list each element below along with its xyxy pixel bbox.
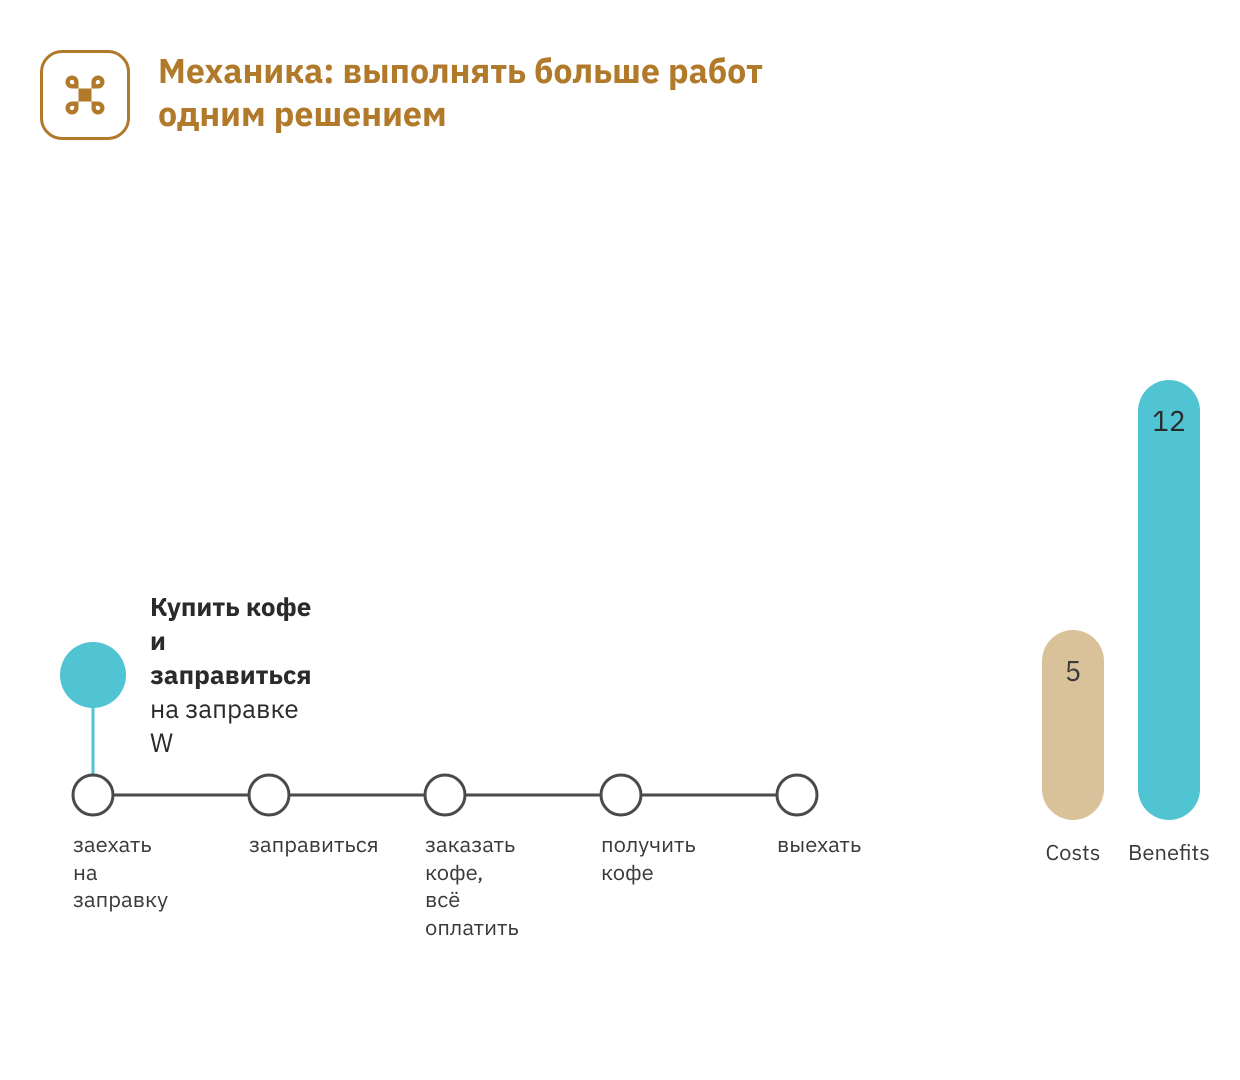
slide-title-line1: Механика: выполнять больше работ (158, 49, 763, 93)
step-label: заправиться (249, 831, 379, 859)
cost-benefit-bars: 5 Costs 12 Benefits (1042, 380, 1210, 867)
step-label: получить кофе (601, 831, 696, 886)
benefits-bar: 12 (1138, 380, 1200, 820)
command-icon-box (40, 50, 130, 140)
bar-column: 12 Benefits (1128, 380, 1210, 867)
flow-connectors (60, 590, 844, 845)
slide-title: Механика: выполнять больше работ одним р… (158, 50, 763, 135)
step-label: заказать кофе, всё оплатить (425, 831, 519, 941)
costs-bar: 5 (1042, 630, 1104, 820)
bar-column: 5 Costs (1042, 630, 1104, 867)
bar-label: Benefits (1128, 838, 1210, 867)
slide-title-line2: одним решением (158, 92, 447, 136)
step-label: заехать на заправку (73, 831, 168, 914)
step-label: выехать (777, 831, 861, 859)
slide-header: Механика: выполнять больше работ одним р… (40, 50, 763, 140)
command-icon (59, 69, 111, 121)
bar-label: Costs (1046, 838, 1101, 867)
